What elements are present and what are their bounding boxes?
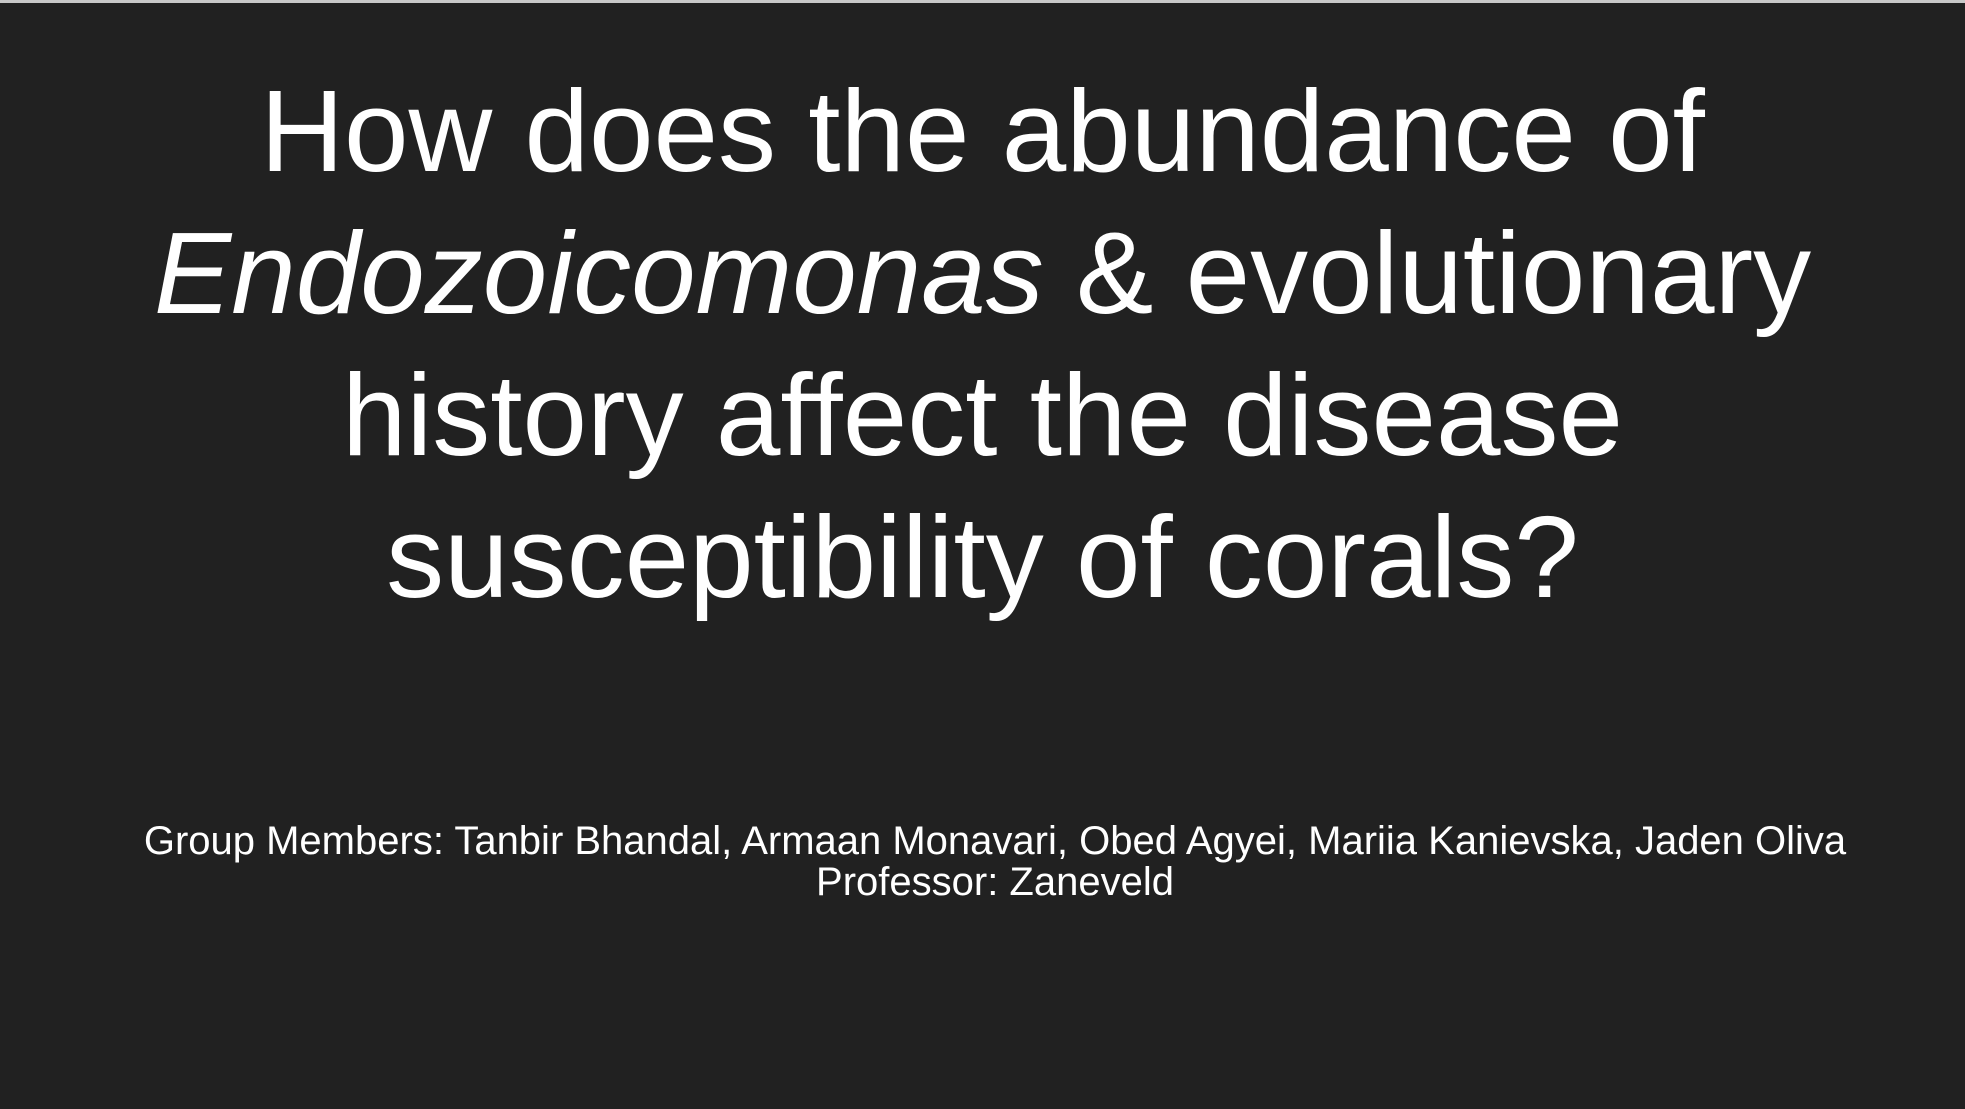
slide-credits: Group Members: Tanbir Bhandal, Armaan Mo… (120, 821, 1870, 903)
title-line-2-rest: & evolutionary (1043, 208, 1812, 338)
window-top-border (0, 0, 1965, 3)
slide-title: How does the abundance of Endozoicomonas… (60, 60, 1905, 628)
title-line-3: history affect the disease (341, 350, 1624, 480)
professor: Professor: Zaneveld (816, 860, 1174, 904)
title-genus-italic: Endozoicomonas (153, 208, 1044, 338)
group-members: Group Members: Tanbir Bhandal, Armaan Mo… (143, 819, 1847, 863)
title-line-2: Endozoicomonas & evolutionary (60, 202, 1905, 344)
title-line-4: susceptibility of corals? (386, 492, 1579, 622)
title-line-1: How does the abundance of (260, 66, 1705, 196)
slide: How does the abundance of Endozoicomonas… (0, 3, 1965, 1109)
